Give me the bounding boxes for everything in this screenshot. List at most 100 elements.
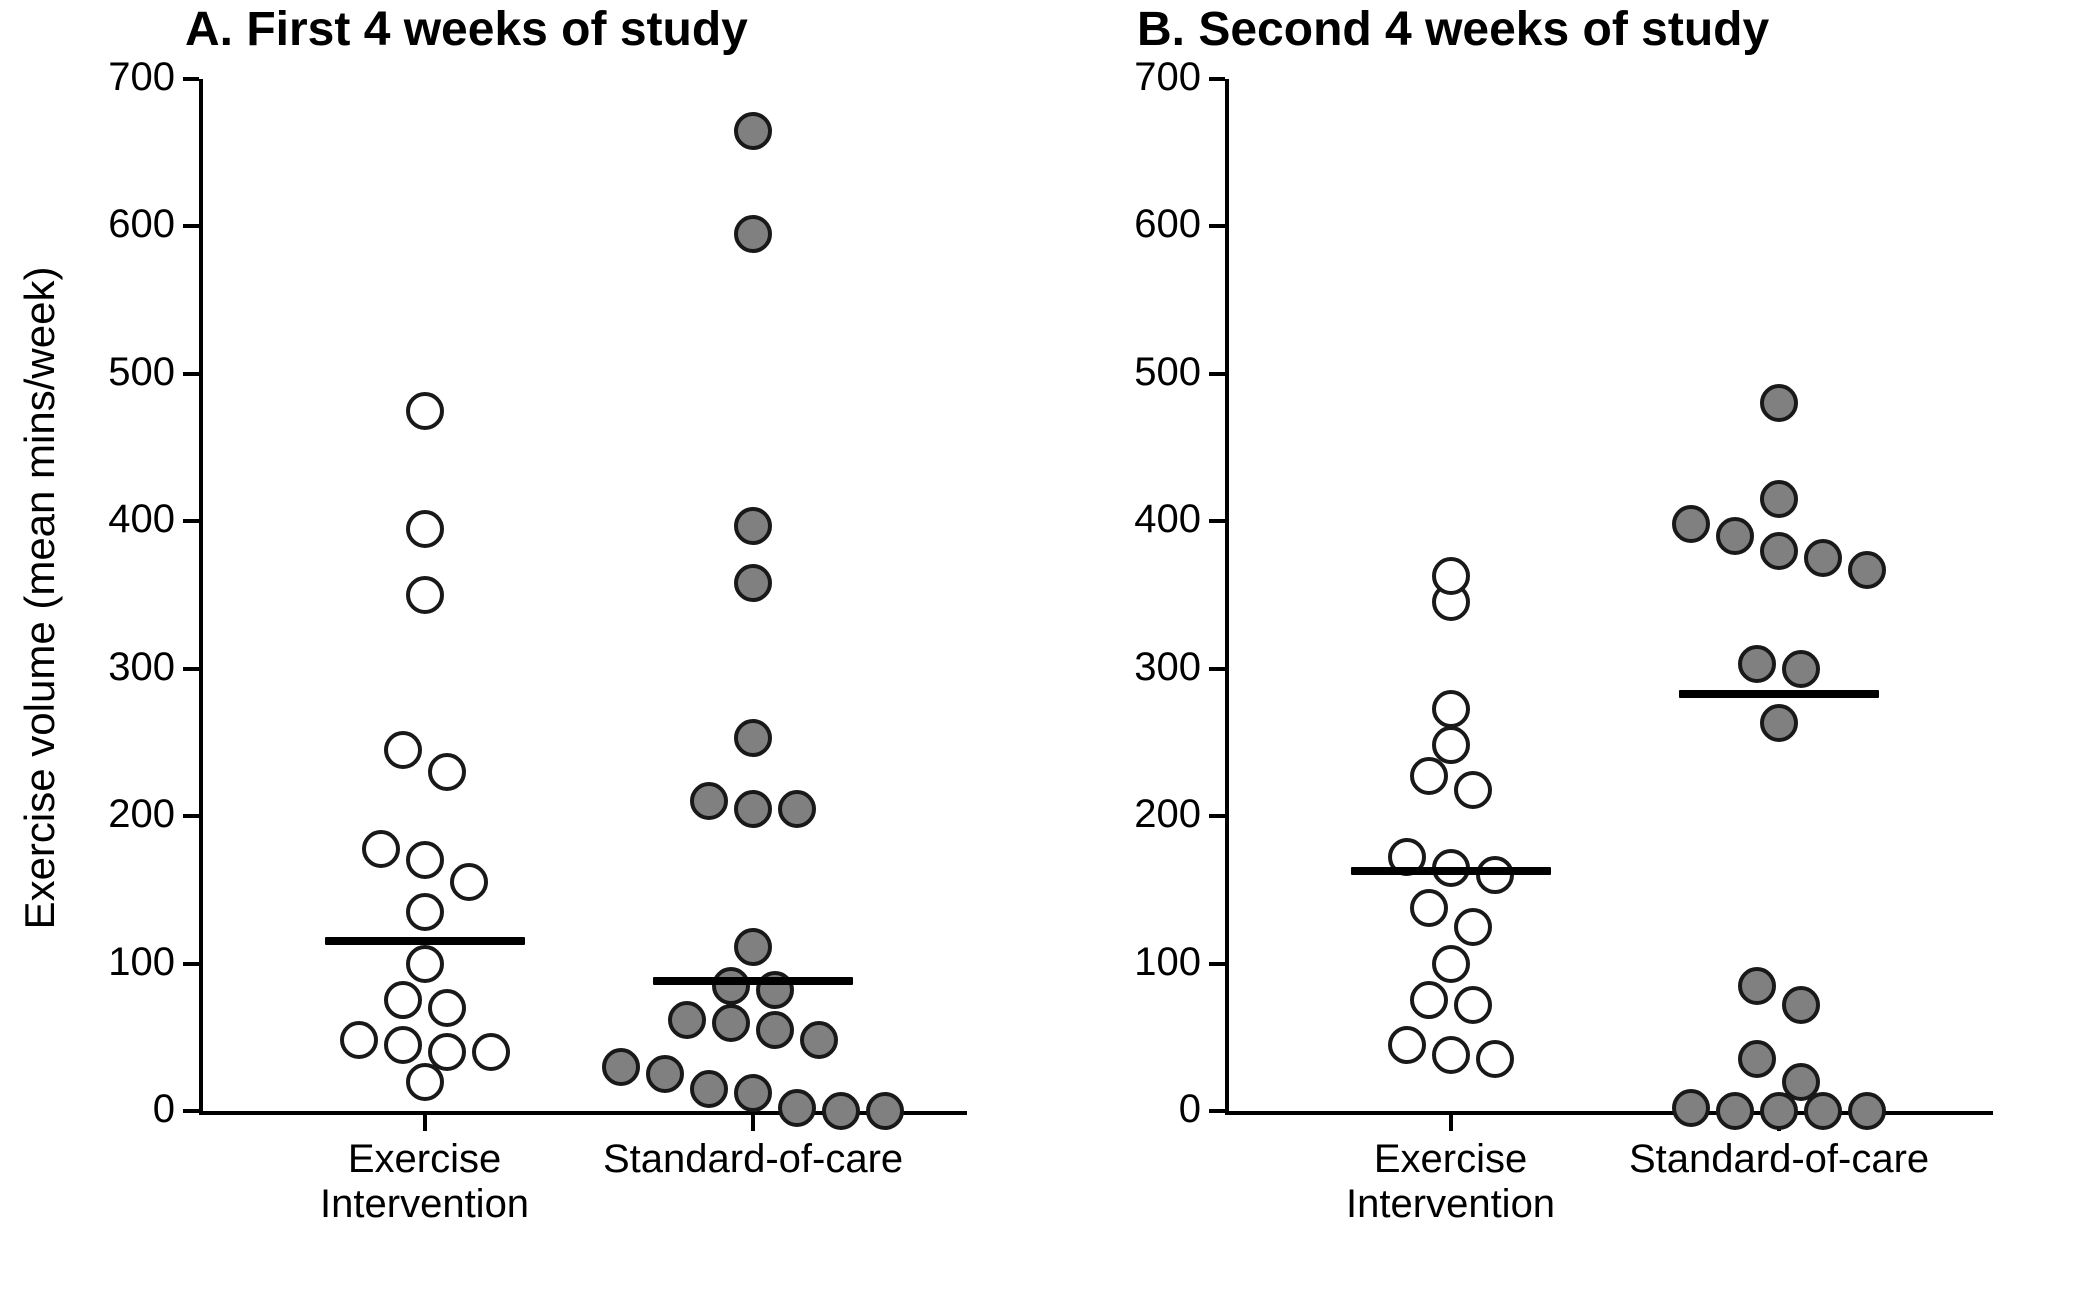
data-point: [406, 510, 444, 548]
data-point: [362, 830, 400, 868]
data-point: [406, 945, 444, 983]
y-tick-label: 700: [108, 55, 175, 100]
data-point: [1476, 856, 1514, 894]
y-tick-label: 300: [108, 645, 175, 690]
data-point: [668, 1001, 706, 1039]
data-point: [384, 731, 422, 769]
y-tick-label: 400: [108, 497, 175, 542]
data-point: [646, 1055, 684, 1093]
y-tick: [183, 814, 199, 818]
data-point: [450, 863, 488, 901]
data-point: [1738, 967, 1776, 1005]
x-category-label-exercise-intervention: Exercise Intervention: [245, 1137, 605, 1227]
data-point: [1782, 1063, 1820, 1101]
data-point: [756, 1011, 794, 1049]
data-point: [384, 981, 422, 1019]
data-point: [1804, 539, 1842, 577]
data-point: [1672, 1089, 1710, 1127]
data-point: [1476, 1040, 1514, 1078]
y-tick: [183, 667, 199, 671]
x-category-label-standard-of-care: Standard-of-care: [1599, 1137, 1959, 1182]
data-point: [602, 1048, 640, 1086]
x-tick: [1449, 1115, 1453, 1131]
y-tick: [1209, 667, 1225, 671]
data-point: [1432, 726, 1470, 764]
data-point: [428, 989, 466, 1027]
median-line: [325, 937, 525, 945]
data-point: [406, 576, 444, 614]
median-line: [1351, 867, 1551, 875]
data-point: [1432, 1036, 1470, 1074]
data-point: [340, 1021, 378, 1059]
data-point: [1848, 551, 1886, 589]
y-tick: [183, 224, 199, 228]
data-point: [1454, 771, 1492, 809]
data-point: [1760, 480, 1798, 518]
data-point: [1738, 645, 1776, 683]
median-line: [1679, 690, 1879, 698]
y-tick: [1209, 224, 1225, 228]
data-point: [734, 507, 772, 545]
y-tick-label: 500: [108, 350, 175, 395]
data-point: [734, 564, 772, 602]
y-tick: [183, 962, 199, 966]
data-point: [712, 967, 750, 1005]
data-point: [1410, 889, 1448, 927]
data-point: [734, 790, 772, 828]
median-line: [653, 977, 853, 985]
y-tick: [183, 372, 199, 376]
y-tick: [183, 519, 199, 523]
data-point: [734, 719, 772, 757]
y-tick: [1209, 814, 1225, 818]
data-point: [734, 928, 772, 966]
y-tick: [1209, 77, 1225, 81]
data-group-standard-of-care: [1619, 79, 1939, 1111]
panel-title-b: B. Second 4 weeks of study: [1137, 2, 1769, 57]
y-tick-label: 0: [1179, 1087, 1201, 1132]
data-point: [1782, 986, 1820, 1024]
y-axis-line: [199, 79, 203, 1111]
y-tick-label: 200: [108, 792, 175, 837]
x-category-label-exercise-intervention: Exercise Intervention: [1271, 1137, 1631, 1227]
data-point: [690, 782, 728, 820]
data-point: [778, 1089, 816, 1127]
y-tick-label: 0: [153, 1087, 175, 1132]
data-point: [472, 1033, 510, 1071]
data-point: [406, 841, 444, 879]
data-point: [1432, 945, 1470, 983]
data-point: [406, 392, 444, 430]
data-point: [778, 790, 816, 828]
x-category-label-standard-of-care: Standard-of-care: [573, 1137, 933, 1182]
data-point: [1454, 986, 1492, 1024]
y-tick: [1209, 1109, 1225, 1113]
data-point: [1454, 908, 1492, 946]
y-tick-label: 100: [1134, 940, 1201, 985]
data-point: [1782, 650, 1820, 688]
y-tick: [1209, 372, 1225, 376]
data-point: [406, 893, 444, 931]
data-point: [1716, 1092, 1754, 1130]
y-tick-label: 400: [1134, 497, 1201, 542]
data-point: [734, 1074, 772, 1112]
data-point: [1388, 1026, 1426, 1064]
y-axis-label: Exercise volume (mean mins/week): [16, 198, 64, 998]
data-point: [428, 753, 466, 791]
data-point: [1738, 1040, 1776, 1078]
x-tick: [751, 1115, 755, 1131]
y-tick-label: 600: [108, 202, 175, 247]
data-point: [1760, 384, 1798, 422]
data-point: [1432, 557, 1470, 595]
y-tick-label: 200: [1134, 792, 1201, 837]
y-tick-label: 500: [1134, 350, 1201, 395]
data-point: [1410, 757, 1448, 795]
data-point: [1760, 532, 1798, 570]
data-point: [734, 215, 772, 253]
y-tick-label: 700: [1134, 55, 1201, 100]
data-point: [690, 1070, 728, 1108]
x-tick: [423, 1115, 427, 1131]
y-tick-label: 300: [1134, 645, 1201, 690]
data-point: [712, 1004, 750, 1042]
data-point: [800, 1021, 838, 1059]
data-point: [384, 1026, 422, 1064]
y-tick: [1209, 962, 1225, 966]
